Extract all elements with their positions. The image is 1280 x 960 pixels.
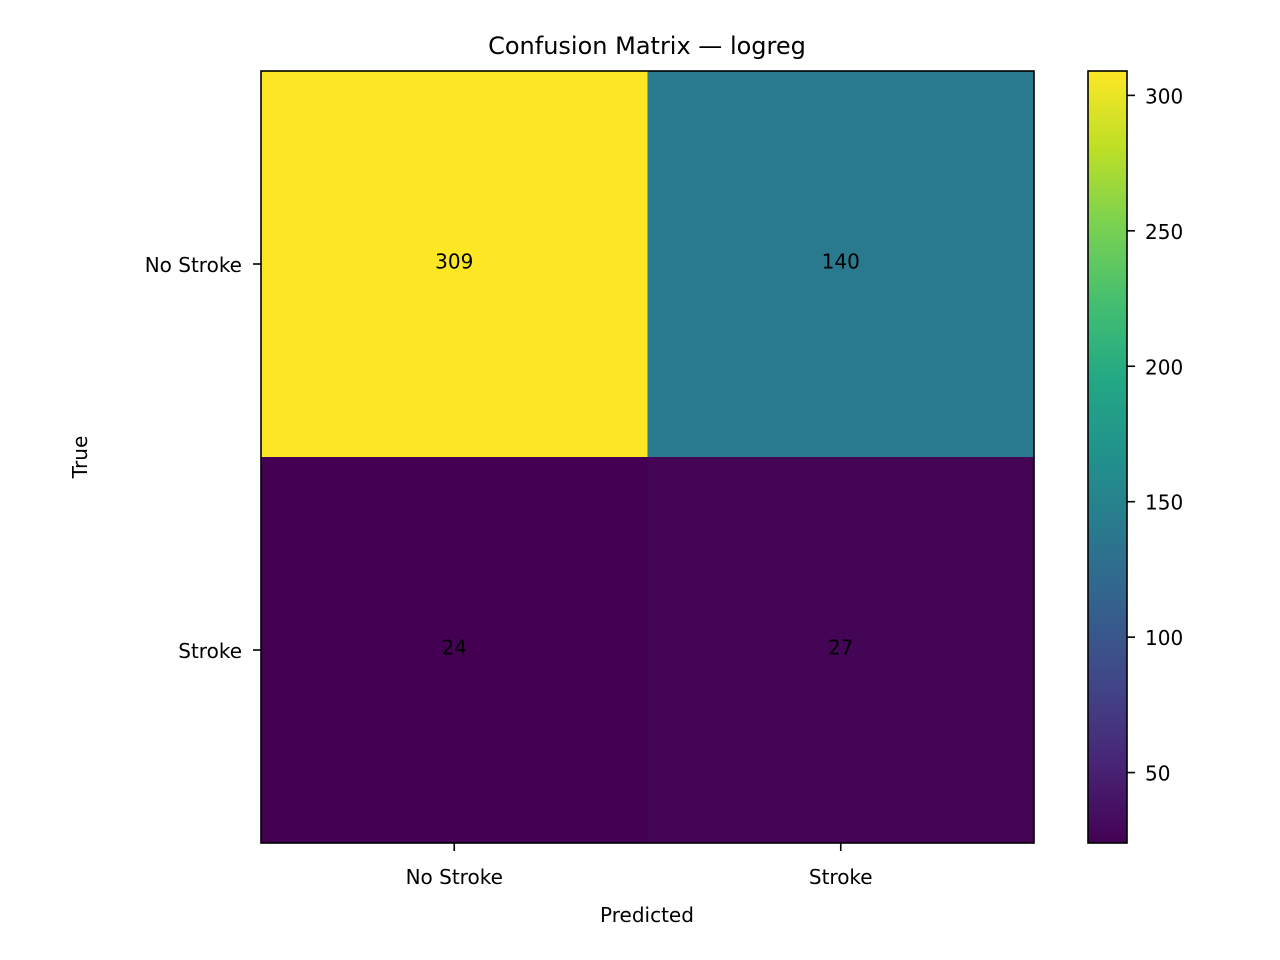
y-tick-label: Stroke bbox=[178, 639, 242, 663]
heatmap-cell-labels: 309 140 24 27 bbox=[435, 250, 860, 660]
colorbar-tick-label: 200 bbox=[1145, 355, 1183, 379]
y-tick-label: No Stroke bbox=[145, 253, 242, 277]
cell-value-r0-c1: 140 bbox=[822, 250, 860, 274]
heatmap-cell-r0-c0 bbox=[261, 71, 648, 458]
y-axis-label: True bbox=[68, 436, 92, 479]
x-tick-label: Stroke bbox=[809, 865, 873, 889]
cell-value-r1-c0: 24 bbox=[442, 636, 467, 660]
heatmap-cells bbox=[261, 71, 1035, 844]
x-axis-ticks: No Stroke Stroke bbox=[406, 843, 873, 889]
x-tick-label: No Stroke bbox=[406, 865, 503, 889]
heatmap-cell-r1-c0 bbox=[261, 457, 648, 844]
colorbar-tick-label: 300 bbox=[1145, 84, 1183, 108]
cell-value-r0-c0: 309 bbox=[435, 250, 473, 274]
x-axis-label: Predicted bbox=[600, 903, 694, 927]
chart-title: Confusion Matrix — logreg bbox=[488, 32, 806, 60]
colorbar-tick-label: 50 bbox=[1145, 762, 1170, 786]
colorbar-ticks: 50 100 150 200 250 300 bbox=[1127, 84, 1183, 786]
plot-frame bbox=[260, 70, 1035, 844]
heatmap-cell-r0-c1 bbox=[647, 71, 1035, 458]
colorbar-tick-label: 250 bbox=[1145, 220, 1183, 244]
cell-value-r1-c1: 27 bbox=[828, 636, 853, 660]
colorbar-tick-label: 100 bbox=[1145, 626, 1183, 650]
y-axis-ticks: No Stroke Stroke bbox=[145, 253, 261, 663]
heatmap-cell-r1-c1 bbox=[647, 457, 1035, 844]
colorbar bbox=[1087, 70, 1128, 844]
colorbar-tick-label: 150 bbox=[1145, 491, 1183, 515]
